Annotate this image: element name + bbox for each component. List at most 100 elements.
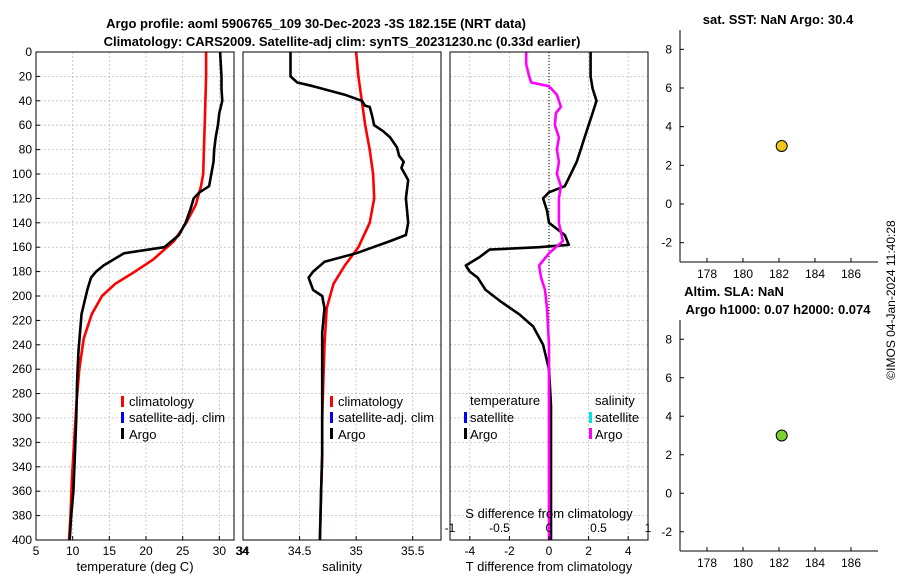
x-tick-label: 180 bbox=[733, 267, 753, 281]
x-tick-label: 186 bbox=[841, 556, 861, 570]
x-tick-label: 0 bbox=[546, 544, 553, 558]
legend-swatch-t-satellite bbox=[464, 412, 467, 423]
x-tick-label: 182 bbox=[769, 556, 789, 570]
top-tick-label: 1 bbox=[645, 521, 652, 535]
legend-satellite: satellite-adj. clim bbox=[338, 410, 434, 425]
legend-swatch-s-satellite bbox=[589, 412, 592, 423]
series-line-s-argo bbox=[524, 52, 565, 540]
legend-swatch-argo bbox=[330, 428, 333, 439]
x-tick-label: 178 bbox=[697, 556, 717, 570]
legend-swatch-satellite bbox=[330, 412, 333, 423]
y-tick-label: 40 bbox=[19, 94, 33, 108]
legend-argo: Argo bbox=[338, 427, 365, 442]
y-tick-label: 60 bbox=[19, 118, 33, 132]
x-tick-label: -4 bbox=[464, 544, 475, 558]
legend-swatch-satellite bbox=[121, 412, 124, 423]
sla-panel: -2 0 2 4 6 8 178 180 182 184 186 bbox=[661, 320, 878, 570]
y-tick-label: 320 bbox=[12, 435, 32, 449]
legend-climatology: climatology bbox=[129, 394, 195, 409]
y-tick-label: 0 bbox=[665, 486, 672, 500]
x-tick-label: 34.5 bbox=[288, 544, 312, 558]
legend-swatch-argo bbox=[121, 428, 124, 439]
x-tick-label: 184 bbox=[805, 556, 825, 570]
legend-climatology: climatology bbox=[338, 394, 404, 409]
x-tick-label: 4 bbox=[625, 544, 632, 558]
y-tick-label: 2 bbox=[665, 448, 672, 462]
x-tick-label: 20 bbox=[139, 544, 153, 558]
x-tick-label: 25 bbox=[176, 544, 190, 558]
legend-t-satellite: satellite bbox=[470, 410, 514, 425]
top-tick-label: -0.5 bbox=[489, 521, 510, 535]
y-tick-label: -2 bbox=[661, 525, 672, 539]
y-tick-label: 4 bbox=[665, 409, 672, 423]
y-tick-label: 280 bbox=[12, 387, 32, 401]
salinity-panel: 34 34.5 35 35.534 bbox=[235, 51, 442, 558]
y-tick-label: 140 bbox=[12, 216, 32, 230]
series-line-t-argo bbox=[464, 52, 598, 540]
data-point bbox=[775, 429, 788, 442]
header-line2: Climatology: CARS2009. Satellite-adj cli… bbox=[104, 34, 581, 49]
legend-s-satellite: satellite bbox=[595, 410, 639, 425]
y-tick-label: 0 bbox=[25, 45, 32, 59]
y-tick-label: 380 bbox=[12, 509, 32, 523]
difference-panel: -4 -2 0 2 4 -1 -0.5 0 0.5 1 bbox=[445, 51, 652, 558]
x-tick-label: -2 bbox=[504, 544, 515, 558]
diff-top-xlabel: S difference from climatology bbox=[465, 506, 633, 521]
y-tick-label: 180 bbox=[12, 265, 32, 279]
y-tick-label: 300 bbox=[12, 411, 32, 425]
salinity-legend: climatology satellite-adj. clim Argo bbox=[330, 394, 434, 442]
header-line1: Argo profile: aoml 5906765_109 30-Dec-20… bbox=[106, 16, 526, 31]
y-tick-label: 8 bbox=[665, 42, 672, 56]
top-tick-label: 0.5 bbox=[590, 521, 607, 535]
y-tick-label: 120 bbox=[12, 191, 32, 205]
x-tick-label: 10 bbox=[66, 544, 80, 558]
y-tick-label: 6 bbox=[665, 371, 672, 385]
y-tick-label: 340 bbox=[12, 460, 32, 474]
legend-swatch-climatology bbox=[330, 396, 333, 407]
y-tick-label: 260 bbox=[12, 362, 32, 376]
temperature-legend: climatology satellite-adj. clim Argo bbox=[121, 394, 225, 442]
x-tick-label: 30 bbox=[213, 544, 227, 558]
legend-temperature-title: temperature bbox=[470, 393, 540, 408]
diff-xlabel: T difference from climatology bbox=[466, 559, 633, 574]
y-tick-label: 240 bbox=[12, 338, 32, 352]
x-tick-label: 178 bbox=[697, 267, 717, 281]
x-tick-label: 34 bbox=[236, 544, 250, 558]
x-tick-label: 5 bbox=[33, 544, 40, 558]
sla-title-line1: Altim. SLA: NaN bbox=[684, 284, 784, 299]
x-tick-label: 180 bbox=[733, 556, 753, 570]
axes-frame bbox=[242, 51, 442, 541]
y-tick-label: 2 bbox=[665, 158, 672, 172]
temperature-panel: 5 10 15 20 25 3002040608010012014016018020022… bbox=[12, 45, 235, 558]
x-tick-label: 35 bbox=[349, 544, 363, 558]
legend-swatch-s-argo bbox=[589, 428, 592, 439]
legend-swatch-climatology bbox=[121, 396, 124, 407]
y-tick-label: 80 bbox=[19, 143, 33, 157]
temperature-xlabel: temperature (deg C) bbox=[76, 559, 193, 574]
y-tick-label: 6 bbox=[665, 81, 672, 95]
top-tick-label: 0 bbox=[546, 521, 553, 535]
x-tick-label: 34 bbox=[235, 544, 249, 558]
top-tick-label: -1 bbox=[445, 521, 456, 535]
x-tick-label: 15 bbox=[103, 544, 117, 558]
legend-swatch-t-argo bbox=[464, 428, 467, 439]
x-tick-label: 184 bbox=[805, 267, 825, 281]
y-tick-label: 160 bbox=[12, 240, 32, 254]
salinity-xlabel: salinity bbox=[322, 559, 362, 574]
legend-s-argo: Argo bbox=[595, 427, 622, 442]
y-tick-label: 8 bbox=[665, 332, 672, 346]
series-line-argo bbox=[289, 52, 410, 541]
data-point bbox=[775, 140, 788, 152]
y-tick-label: 360 bbox=[12, 484, 32, 498]
y-tick-label: 400 bbox=[12, 533, 32, 547]
difference-legend: temperature satellite Argo salinity sate… bbox=[464, 393, 639, 442]
y-tick-label: 0 bbox=[665, 197, 672, 211]
x-tick-label: 186 bbox=[841, 267, 861, 281]
legend-argo: Argo bbox=[129, 427, 156, 442]
y-tick-label: 20 bbox=[19, 69, 33, 83]
x-tick-label: 182 bbox=[769, 267, 789, 281]
y-tick-label: 4 bbox=[665, 120, 672, 134]
x-tick-label: 35.5 bbox=[401, 544, 425, 558]
series-line-argo bbox=[68, 51, 224, 541]
